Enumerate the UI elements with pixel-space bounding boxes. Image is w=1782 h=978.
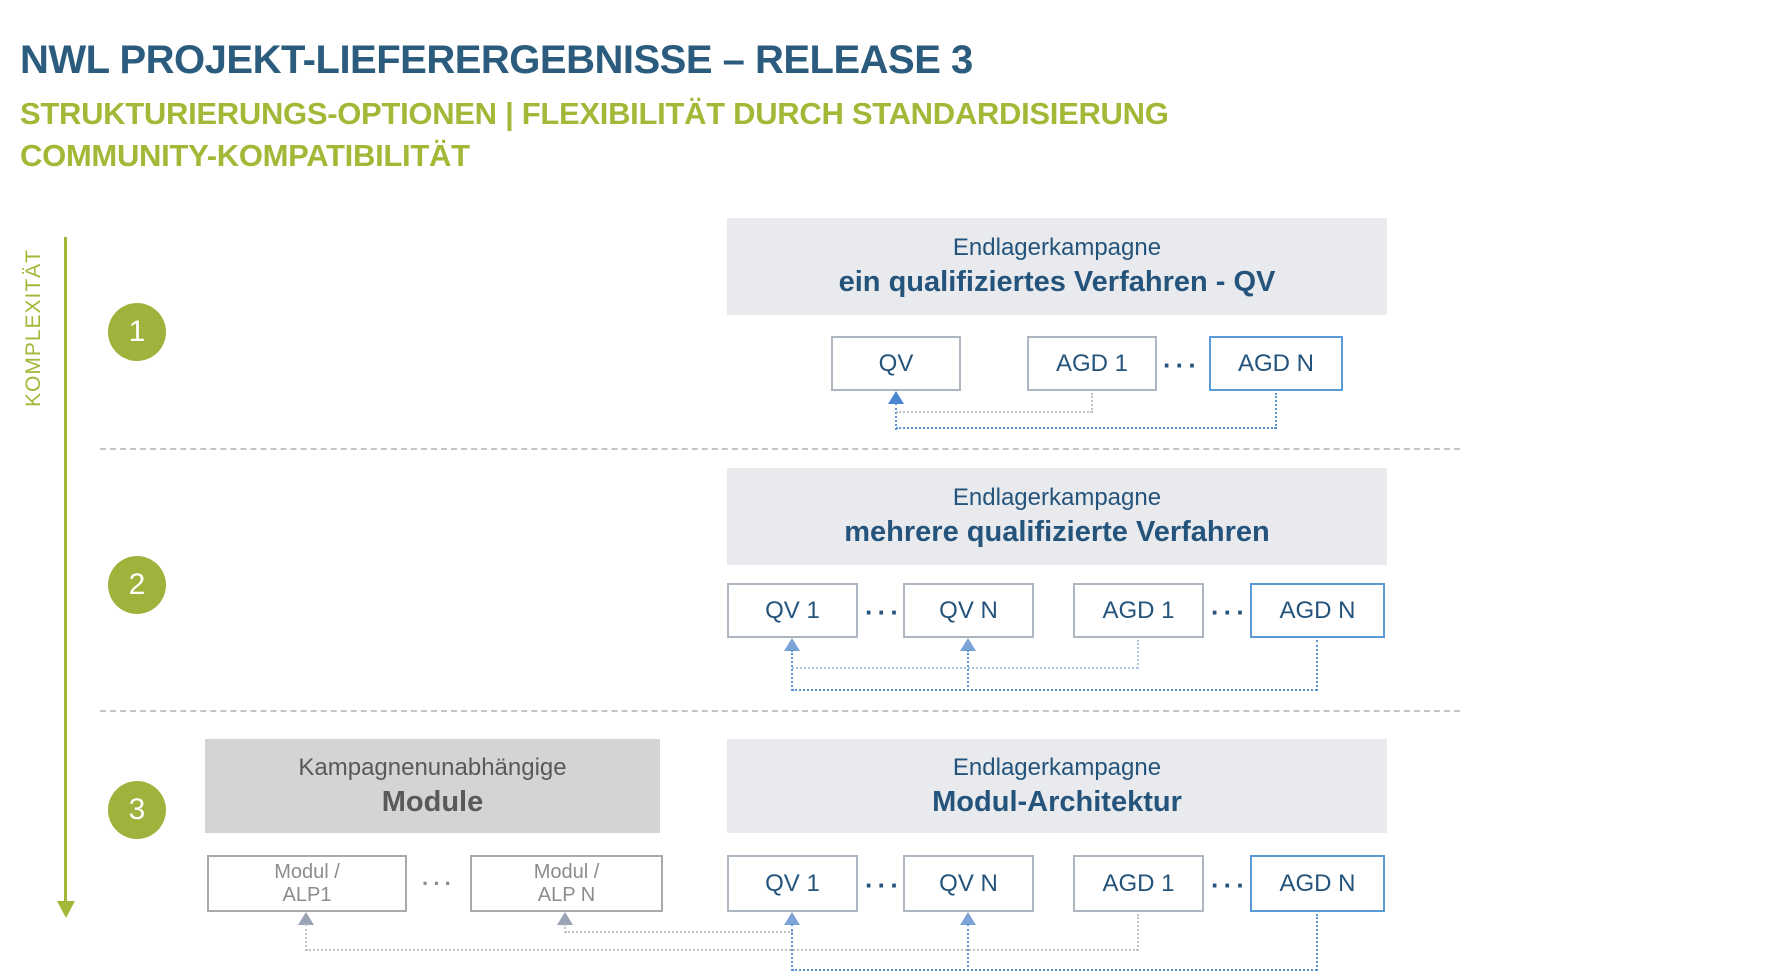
section3-ellipsis-1: ···: [865, 870, 903, 900]
section3-modul-alpn-box: Modul / ALP N: [470, 855, 663, 912]
section3-modul-alpn-line2: ALP N: [537, 883, 596, 906]
section3-alp1-stem: [305, 924, 307, 951]
section3-modul-alp1-line2: ALP1: [282, 883, 332, 906]
section2-campaign-header-line2: mehrere qualifizierte Verfahren: [844, 516, 1270, 548]
section2-qv1-stem: [791, 650, 793, 691]
section2-ellipsis-2: ···: [1211, 597, 1249, 627]
section3-campaign-header-line2: Modul-Architektur: [932, 785, 1182, 818]
section3-module-header: Kampagnenunabhängige Module: [205, 739, 660, 833]
section1-campaign-header-line2: ein qualifiziertes Verfahren - QV: [838, 266, 1276, 298]
page-subtitle-line1: STRUKTURIERUNGS-OPTIONEN | FLEXIBILITÄT …: [20, 96, 1169, 131]
section3-agdn-stem: [1316, 914, 1318, 971]
section1-agd1-stem: [1091, 393, 1093, 413]
section1-agdn-box: AGD N: [1209, 336, 1343, 391]
section2-agd1-stem: [1137, 640, 1139, 669]
section2-qvn-box: QV N: [903, 583, 1034, 638]
section1-connector-agd1-to-qv: [896, 411, 1092, 413]
complexity-axis-label: KOMPLEXITÄT: [22, 248, 45, 408]
section3-qv1-stem: [791, 924, 793, 971]
section3-module-ellipsis: ···: [422, 871, 456, 896]
section2-agd1-box: AGD 1: [1073, 583, 1204, 638]
section3-arrow-into-qvn: [960, 912, 976, 925]
section1-agdn-stem: [1275, 393, 1277, 429]
section3-agd1-box: AGD 1: [1073, 855, 1204, 912]
section1-campaign-header-line1: Endlagerkampagne: [952, 234, 1162, 261]
section-2-badge: 2: [108, 556, 166, 614]
section3-agdn-box: AGD N: [1250, 855, 1385, 912]
section2-ellipsis-1: ···: [865, 597, 903, 627]
section3-arrow-into-alpn: [557, 912, 573, 925]
section3-ellipsis-2: ···: [1211, 870, 1249, 900]
section-divider-1: [100, 448, 1460, 450]
section2-campaign-header-line1: Endlagerkampagne: [952, 484, 1162, 511]
section3-connector-qv1-to-alpn: [565, 931, 793, 933]
section3-connector-agdn-to-qv1: [792, 969, 1317, 971]
section1-connector-agdn-to-qv: [896, 427, 1276, 429]
section3-campaign-header: Endlagerkampagne Modul-Architektur: [727, 739, 1387, 833]
section3-campaign-header-line1: Endlagerkampagne: [952, 753, 1162, 781]
section1-arrow-into-qv: [888, 391, 904, 404]
section1-qv-stem: [895, 403, 897, 430]
section-3-badge: 3: [108, 781, 166, 839]
section3-module-header-line1: Kampagnenunabhängige: [298, 753, 567, 781]
section2-connector-agdn-to-qv1: [792, 689, 1317, 691]
page-subtitle-line2: COMMUNITY-KOMPATIBILITÄT: [20, 138, 470, 173]
section3-module-header-line2: Module: [381, 785, 484, 818]
section3-agd1-stem: [1137, 914, 1139, 951]
section2-connector-agd1-to-qv1: [792, 667, 1138, 669]
section1-agd1-box: AGD 1: [1027, 336, 1157, 391]
section3-arrow-into-qv1: [784, 912, 800, 925]
section2-agdn-box: AGD N: [1250, 583, 1385, 638]
section3-qvn-stem: [967, 924, 969, 971]
section1-campaign-header: Endlagerkampagne ein qualifiziertes Verf…: [727, 218, 1387, 315]
page-title: NWL PROJEKT-LIEFERERGEBNISSE – RELEASE 3: [20, 38, 973, 82]
section-1-badge: 1: [108, 303, 166, 361]
section3-qv1-box: QV 1: [727, 855, 858, 912]
section-divider-2: [100, 710, 1460, 712]
section2-arrow-into-qvn: [960, 638, 976, 651]
section3-connector-agd1-to-alp1: [306, 949, 1138, 951]
section2-campaign-header: Endlagerkampagne mehrere qualifizierte V…: [727, 468, 1387, 565]
section3-modul-alpn-line1: Modul /: [533, 860, 600, 883]
section3-modul-alp1-line1: Modul /: [274, 860, 340, 883]
section2-agdn-stem: [1316, 640, 1318, 691]
section3-qvn-box: QV N: [903, 855, 1034, 912]
section3-modul-alp1-box: Modul / ALP1: [207, 855, 407, 912]
section2-qvn-stem: [967, 650, 969, 691]
section3-alpn-stem: [564, 924, 566, 933]
section2-arrow-into-qv1: [784, 638, 800, 651]
section1-ellipsis: ···: [1163, 350, 1201, 380]
complexity-axis-line: [64, 237, 67, 903]
complexity-axis-arrow-down-icon: [57, 901, 75, 918]
section1-qv-box: QV: [831, 336, 961, 391]
section2-qv1-box: QV 1: [727, 583, 858, 638]
section3-arrow-into-alp1: [298, 912, 314, 925]
